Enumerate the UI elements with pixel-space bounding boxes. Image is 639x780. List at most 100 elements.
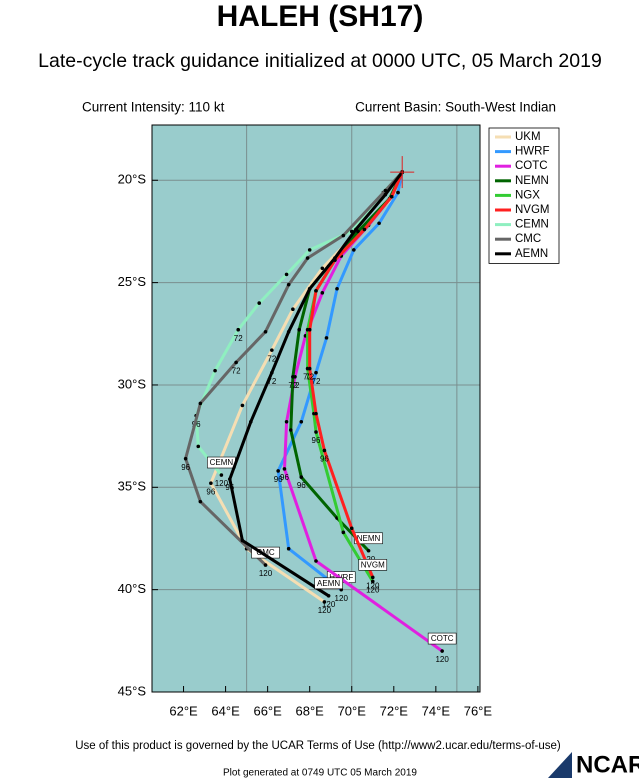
chart-title: HALEH (SH17): [217, 0, 424, 33]
track-point: [322, 600, 327, 604]
logo-mark: [548, 752, 572, 778]
track-point: [349, 526, 354, 531]
track-point: [341, 233, 346, 238]
track-point: [270, 348, 274, 352]
hour-label: 96: [274, 475, 283, 484]
legend-label: NEMN: [515, 175, 549, 187]
model-tag-box: [358, 559, 388, 571]
hour-label: 120: [259, 569, 273, 578]
track-point: [377, 221, 381, 226]
hour-label: 72: [232, 367, 241, 376]
track-point: [320, 266, 325, 271]
hour-label: 72: [234, 334, 243, 343]
y-tick-label: 30°S: [118, 376, 147, 391]
track-point: [299, 475, 304, 479]
hour-label: 96: [280, 473, 289, 482]
hour-label: 96: [181, 463, 190, 472]
track-point: [366, 548, 371, 553]
track-point: [320, 291, 325, 295]
track-point: [257, 301, 262, 305]
track-point: [335, 286, 339, 291]
basin-note: Current Basin: South-West Indian: [355, 100, 556, 115]
x-tick-label: 64°E: [211, 703, 240, 718]
x-tick-label: 74°E: [422, 703, 451, 718]
hour-label: 96: [312, 436, 321, 445]
track-point: [324, 336, 329, 340]
track-point: [341, 530, 346, 535]
x-tick-label: 68°E: [296, 703, 325, 718]
legend-label: CEMN: [515, 219, 549, 231]
track-point: [307, 366, 312, 371]
hour-label: 96: [192, 420, 201, 429]
track-point: [236, 327, 241, 332]
track-point: [284, 272, 289, 277]
track-point: [286, 546, 291, 551]
track-point: [326, 593, 331, 598]
track-point: [284, 420, 289, 424]
track-point: [314, 411, 318, 416]
hour-label: 72: [291, 381, 300, 390]
track-point: [370, 575, 375, 580]
track-point: [333, 256, 337, 260]
hour-label: 120: [435, 655, 449, 664]
track-point: [352, 248, 356, 252]
y-tick-label: 25°S: [118, 274, 147, 289]
model-tag-box: [251, 546, 280, 559]
track-point: [198, 401, 203, 406]
model-tag: NEMN: [357, 534, 381, 543]
footer-note: Use of this product is governed by the U…: [75, 740, 561, 752]
track-point: [291, 307, 295, 312]
track-point: [314, 289, 318, 293]
track-point: [440, 649, 444, 653]
x-tick-label: 76°E: [464, 703, 493, 718]
hour-label: 72: [305, 373, 314, 382]
track-point: [322, 448, 327, 453]
model-tag: CMC: [256, 548, 274, 557]
track-point: [240, 403, 245, 408]
track-point: [219, 473, 224, 477]
hour-label: 120: [366, 586, 380, 595]
track-point: [307, 286, 312, 291]
track-point: [198, 499, 203, 504]
track-point: [276, 469, 280, 473]
legend-label: HWRF: [515, 146, 550, 158]
model-tag: NVGM: [361, 560, 385, 569]
track-point: [314, 559, 318, 563]
hour-label: 120: [366, 581, 380, 590]
hour-label: 72: [288, 381, 297, 390]
track-point: [297, 327, 301, 332]
track-point: [183, 456, 188, 461]
track-point: [354, 227, 358, 232]
track-point: [299, 420, 304, 424]
model-tag: CEMN: [210, 458, 234, 467]
track-point: [282, 467, 287, 471]
hour-label: 120: [318, 606, 332, 615]
track-point: [263, 329, 268, 334]
track-point: [291, 374, 295, 379]
track-point: [314, 370, 318, 375]
track-point: [307, 327, 312, 332]
model-tag-box: [427, 632, 457, 645]
hour-label: 72: [267, 377, 276, 386]
track-point: [362, 227, 367, 232]
legend-label: AEMN: [515, 248, 548, 260]
x-tick-label: 66°E: [253, 703, 282, 718]
model-tag: COTC: [431, 634, 454, 643]
hour-label: 72: [303, 373, 312, 382]
y-tick-label: 35°S: [118, 479, 147, 494]
y-tick-label: 40°S: [118, 581, 147, 596]
track-point: [227, 477, 232, 481]
hour-label: 96: [206, 487, 215, 496]
track-point: [213, 368, 217, 373]
legend-label: CMC: [515, 233, 541, 245]
track-point: [196, 444, 201, 449]
track-point: [209, 481, 213, 486]
x-tick-label: 70°E: [338, 703, 367, 718]
track-point: [270, 370, 274, 375]
x-tick-label: 62°E: [169, 703, 198, 718]
track-point: [286, 282, 291, 287]
track-point: [249, 420, 253, 424]
hour-label: 96: [320, 455, 329, 464]
intensity-note: Current Intensity: 110 kt: [82, 100, 225, 115]
